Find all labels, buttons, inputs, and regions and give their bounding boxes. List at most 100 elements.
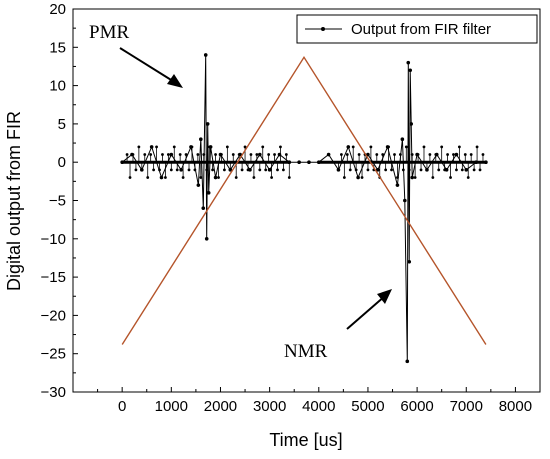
fir-oscillation-point [205,168,209,172]
fir-oscillation-point [466,176,470,179]
fir-oscillation-point [187,168,191,172]
nmr-label: NMR [284,341,328,362]
fir-oscillation-point [425,168,429,172]
fir-oscillation-point [469,153,473,156]
fir-oscillation-point [225,145,229,149]
fir-output-point [408,68,413,73]
fir-oscillation-point [360,176,364,179]
fir-oscillation-point [164,176,167,179]
fir-output-point [454,152,459,157]
fir-oscillation-point [184,153,188,156]
fir-oscillation-point [255,153,259,156]
fir-output-point [120,160,124,164]
fir-oscillation-point [155,145,158,149]
x-tick-label: 7000 [450,398,483,415]
fir-oscillation-point [231,153,235,156]
fir-oscillation-point [340,153,343,156]
fir-oscillation-point [276,168,279,172]
fir-output-point [356,175,360,180]
fir-oscillation-point [475,145,479,149]
pmr-arrow-head [167,74,183,88]
fir-oscillation-point [252,176,256,179]
fir-output-point [258,152,262,157]
fir-oscillation-point [481,153,485,156]
fir-output-point [159,175,164,180]
fir-output-line [121,54,486,362]
y-tick-label: −5 [49,193,66,210]
fir-oscillation-point [158,168,161,172]
fir-output-point [326,152,331,157]
fir-oscillation-point [345,153,349,156]
fir-oscillation-point [143,153,147,156]
fir-oscillation-point [460,168,464,172]
fir-oscillation-point [202,153,206,156]
fir-oscillation-point [181,176,185,179]
fir-output-point [316,160,321,164]
fir-oscillation-point [284,153,288,156]
fir-output-point [169,152,174,157]
fir-oscillation-point [419,168,423,172]
fir-output-point [203,53,208,57]
annotation-pmr: PMR [89,22,183,88]
fir-oscillation-point [237,153,241,156]
fir-oscillation-point [443,168,447,172]
pmr-label: PMR [89,22,129,43]
fir-oscillation-point [172,145,176,149]
y-tick-label: −20 [41,307,66,324]
fir-oscillation-point [234,176,238,179]
fir-oscillation-point [440,145,444,149]
nmr-arrow-head [377,289,392,304]
annotation-nmr: NMR [284,289,392,362]
triangle-wave-line [121,55,487,345]
series-layer [120,53,488,364]
fir-oscillation-point [437,168,441,172]
fir-output-point [346,145,351,149]
fir-output-point [405,359,410,364]
fir-oscillation-point [366,168,370,172]
fir-output-point [297,160,301,164]
fir-output-point [366,152,370,157]
y-axis-title: Digital output from FIR [4,111,24,291]
fir-output-point [149,145,154,149]
fir-output-point [204,237,209,241]
fir-oscillation-point [354,168,358,172]
fir-output-point [199,137,203,142]
fir-oscillation-point [396,176,399,179]
fir-oscillation-point [137,145,141,149]
axis-layer: 0 1000 2000 3000 4000 5000 6000 7000 8000 20 15 10 5… [41,1,533,415]
fir-oscillation-point [351,145,355,149]
fir-output-point [205,122,210,126]
fir-output-point [206,191,211,195]
fir-oscillation-point [431,176,435,179]
fir-oscillation-point [398,153,402,156]
fir-output-point [400,137,405,142]
fir-oscillation-point [249,153,253,156]
fir-output-point [484,160,488,164]
fir-output-point [307,160,311,164]
fir-oscillation-point [196,153,200,156]
x-tick-label: 5000 [351,398,384,415]
fir-oscillation-point [220,153,223,156]
fir-oscillation-point [223,168,226,172]
fir-oscillation-point [410,153,414,156]
y-tick-label: 0 [58,154,66,171]
fir-oscillation-point [240,168,244,172]
y-tick-label: 5 [58,116,66,133]
fir-oscillation-point [258,168,262,172]
fir-oscillation-point [446,153,449,156]
fir-oscillation-point [146,176,150,179]
fir-oscillation-point [270,176,273,179]
fir-oscillation-point [125,153,129,156]
legend-swatch-marker [321,27,325,31]
plot-frame [72,8,541,393]
fir-oscillation-point [261,145,265,149]
fir-oscillation-point [211,168,215,172]
fir-oscillation-point [273,153,276,156]
fir-output-point [375,168,380,172]
fir-output-point [201,206,206,210]
fir-oscillation-point [281,168,285,172]
fir-oscillation-point [348,168,352,172]
fir-oscillation-point [401,168,405,172]
fir-oscillation-point [422,145,426,149]
fir-oscillation-point [243,145,247,149]
